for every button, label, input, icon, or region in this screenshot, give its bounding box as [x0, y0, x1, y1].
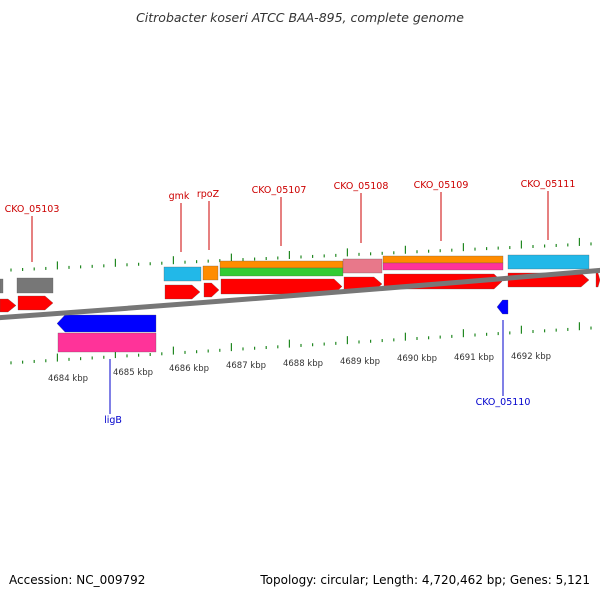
feature-gray — [16, 277, 54, 294]
gene-label: CKO_05109 — [414, 180, 469, 191]
scale-label: 4691 kbp — [454, 353, 494, 363]
gene-label: gmk — [169, 191, 190, 202]
gene-label: CKO_05108 — [334, 181, 389, 192]
map-title: Citrobacter koseri ATCC BAA-895, complet… — [136, 10, 464, 25]
feature-green — [219, 267, 344, 277]
cds-forward — [17, 295, 54, 311]
feature-salmon — [342, 258, 383, 274]
genome-backbone — [0, 267, 600, 321]
scale-labels: 4684 kbp 4685 kbp 4686 kbp 4687 kbp 4688 kbp… — [48, 352, 551, 384]
scale-label: 4687 kbp — [226, 361, 266, 371]
feature-orange — [202, 265, 219, 281]
scale-label: 4689 kbp — [340, 357, 380, 367]
cds-reverse — [496, 299, 509, 315]
accession-text: Accession: NC_009792 — [9, 573, 146, 587]
scale-label: 4692 kbp — [511, 352, 551, 362]
cds-forward — [0, 298, 17, 313]
cds-reverse — [56, 314, 157, 333]
scale-label: 4686 kbp — [169, 364, 209, 374]
feature-cyan — [163, 266, 202, 282]
scale-label: 4690 kbp — [397, 354, 437, 364]
scale-label: 4685 kbp — [113, 368, 153, 378]
gene-label: CKO_05107 — [252, 185, 307, 196]
feature-orange — [219, 260, 344, 269]
tick-marks — [10, 237, 592, 365]
cds-forward — [164, 284, 201, 300]
scale-label: 4684 kbp — [48, 374, 88, 384]
feature-pink — [57, 332, 157, 353]
gene-label: CKO_05110 — [476, 397, 531, 408]
feature-gray — [0, 278, 4, 294]
gene-label: rpoZ — [197, 189, 220, 200]
feature-tracks — [0, 254, 600, 353]
genome-summary-text: Topology: circular; Length: 4,720,462 bp… — [260, 573, 590, 587]
gene-label: CKO_05111 — [521, 179, 576, 190]
cds-forward — [203, 282, 220, 298]
cds-forward — [595, 272, 600, 288]
gene-labels: CKO_05103 gmk rpoZ CKO_05107 CKO_05108 CKO_05… — [5, 179, 576, 426]
gene-label: ligB — [104, 415, 122, 426]
gene-label: CKO_05103 — [5, 204, 60, 215]
feature-orange — [382, 255, 504, 264]
feature-cyan — [507, 254, 590, 270]
feature-pink — [382, 262, 504, 271]
scale-label: 4688 kbp — [283, 359, 323, 369]
